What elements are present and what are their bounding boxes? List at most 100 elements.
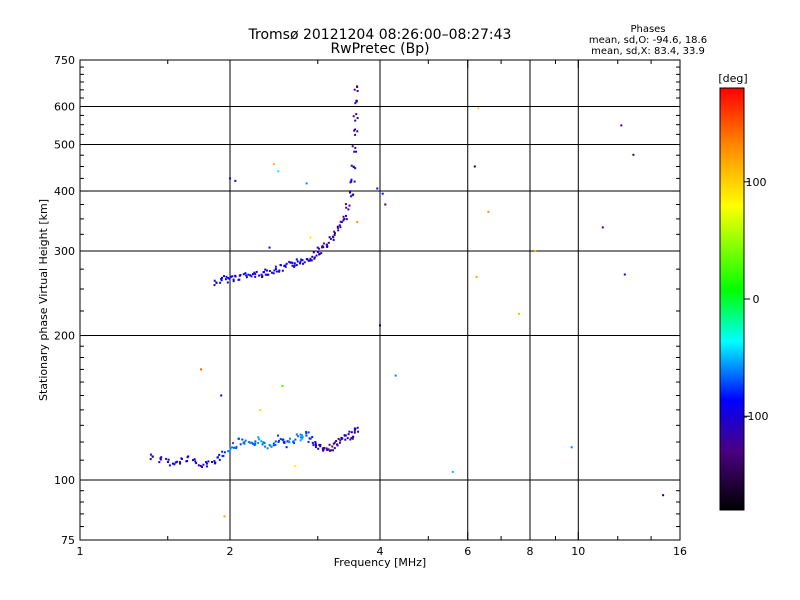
data-point — [167, 461, 169, 463]
data-point — [475, 275, 478, 278]
data-point — [269, 444, 272, 447]
data-point — [330, 449, 333, 452]
data-point — [379, 324, 381, 327]
data-point — [311, 441, 314, 444]
data-point — [277, 441, 280, 443]
data-point — [264, 273, 267, 276]
data-point — [352, 115, 355, 118]
data-point — [235, 447, 238, 450]
data-point — [266, 447, 269, 450]
data-point — [262, 441, 265, 444]
data-point — [229, 275, 232, 278]
data-point — [258, 438, 261, 441]
data-point — [241, 438, 244, 441]
data-point — [278, 269, 281, 272]
data-point — [213, 284, 216, 287]
data-point — [218, 453, 221, 456]
data-point — [349, 438, 352, 441]
data-point — [336, 444, 339, 447]
data-point — [309, 259, 312, 262]
data-point — [223, 451, 226, 454]
data-point — [225, 275, 228, 278]
data-point — [167, 458, 170, 461]
data-point — [305, 434, 308, 437]
data-point — [257, 436, 260, 439]
data-point — [173, 463, 176, 466]
data-point — [477, 107, 480, 110]
data-point — [245, 274, 248, 277]
data-point — [384, 203, 387, 206]
data-point — [220, 394, 223, 397]
data-point — [272, 442, 275, 445]
data-point — [350, 431, 353, 434]
data-point — [347, 433, 350, 436]
data-point — [357, 430, 360, 433]
data-point — [354, 119, 357, 122]
data-point — [179, 462, 182, 465]
data-point — [295, 258, 298, 261]
data-point — [229, 447, 232, 450]
data-point — [301, 259, 304, 262]
data-point — [302, 262, 304, 265]
data-point — [249, 274, 252, 277]
y-tick-label: 750 — [54, 54, 75, 67]
data-point — [328, 443, 331, 446]
data-point — [263, 441, 266, 444]
data-point — [326, 245, 329, 248]
data-point — [220, 279, 223, 282]
data-point — [257, 442, 260, 444]
data-point — [353, 180, 356, 183]
tick-labels: 1 2 4 6 8 10 16 75 100 200 300 400 500 600 750 — [54, 54, 687, 558]
data-point — [195, 462, 198, 465]
data-point — [228, 450, 231, 453]
data-point — [247, 441, 250, 443]
data-point — [322, 242, 325, 245]
data-point — [319, 443, 322, 446]
data-point — [272, 272, 275, 275]
data-point — [158, 461, 161, 464]
data-point — [237, 437, 240, 440]
data-point — [213, 279, 216, 282]
data-point — [623, 273, 626, 276]
data-point — [234, 275, 237, 278]
data-point — [342, 215, 345, 218]
data-point — [251, 273, 254, 276]
data-point — [305, 432, 308, 435]
data-point — [207, 460, 210, 463]
data-point — [284, 265, 287, 268]
data-point — [174, 461, 177, 464]
data-point — [301, 435, 304, 438]
data-point — [260, 440, 263, 443]
data-point — [219, 281, 222, 284]
data-point — [313, 256, 316, 259]
data-point — [394, 374, 397, 377]
data-point — [353, 429, 356, 432]
data-point — [291, 264, 294, 267]
x-tick-label: 2 — [227, 545, 234, 558]
data-point — [231, 446, 233, 449]
colorbar-tick-label: -100 — [744, 410, 769, 423]
data-point — [226, 281, 229, 284]
data-point — [270, 445, 273, 448]
data-point — [354, 146, 357, 149]
data-point — [266, 273, 269, 276]
data-point — [231, 275, 234, 278]
data-point — [344, 203, 347, 206]
data-point — [287, 440, 290, 443]
colorbar-gradient — [719, 87, 745, 511]
data-point — [187, 455, 190, 458]
data-point — [338, 224, 341, 227]
data-point — [300, 258, 303, 261]
data-point — [293, 265, 296, 268]
data-point — [314, 442, 317, 445]
data-point — [313, 257, 316, 260]
data-point — [279, 264, 282, 266]
data-point — [570, 446, 573, 449]
data-point — [296, 260, 299, 263]
data-point — [314, 446, 317, 449]
data-point — [293, 442, 295, 445]
data-point — [224, 278, 227, 281]
x-tick-label: 6 — [464, 545, 471, 558]
data-point — [353, 150, 356, 153]
